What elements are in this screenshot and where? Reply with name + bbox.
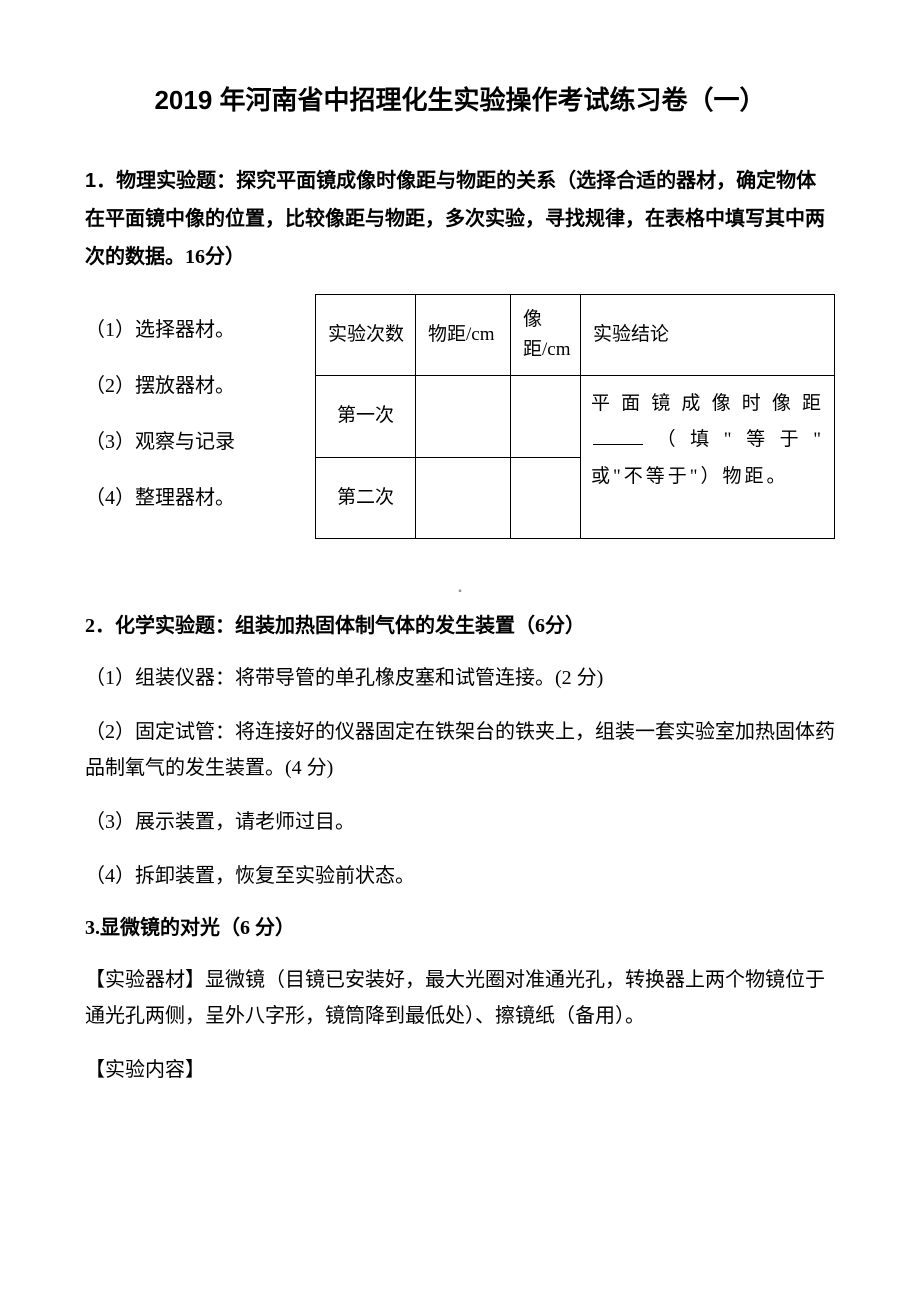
q1-step3: （3）观察与记录	[85, 414, 285, 470]
q2-p3: （3）展示装置，请老师过目。	[85, 804, 835, 840]
q1-steps: （1）选择器材。 （2）摆放器材。 （3）观察与记录 （4）整理器材。	[85, 294, 285, 540]
q1-table: 实验次数 物距/cm 像距/cm 实验结论 第一次 平面镜成像时像距 （填"等于…	[315, 294, 835, 540]
row2-col2	[416, 457, 511, 538]
q1-step1: （1）选择器材。	[85, 302, 285, 358]
conclusion-p2: （填"等于"	[645, 429, 824, 450]
col-header-2: 物距/cm	[416, 294, 511, 376]
q1-step4: （4）整理器材。	[85, 470, 285, 526]
row1-col3	[511, 376, 581, 457]
row1-col2	[416, 376, 511, 457]
row2-col3	[511, 457, 581, 538]
q3-number: 3.	[85, 917, 100, 939]
q2-p1: （1）组装仪器：将带导管的单孔橡皮塞和试管连接。(2 分)	[85, 660, 835, 696]
q1-number: 1．	[85, 170, 116, 192]
q3-header-text: 显微镜的对光（6 分）	[100, 917, 295, 939]
col-header-3: 像距/cm	[511, 294, 581, 376]
q2-number: 2．	[85, 615, 115, 637]
row1-label: 第一次	[316, 376, 416, 457]
blank-line	[593, 444, 643, 445]
q3-header: 3.显微镜的对光（6 分）	[85, 912, 835, 944]
conclusion-p1: 平面镜成像时像距	[591, 393, 824, 414]
conclusion-cell: 平面镜成像时像距 （填"等于" 或"不等于"）物距。	[581, 376, 835, 539]
q2-header-text: 化学实验题：组装加热固体制气体的发生装置（6分）	[115, 615, 585, 637]
q3-content-label: 【实验内容】	[85, 1052, 835, 1088]
col-header-1: 实验次数	[316, 294, 416, 376]
q2-header: 2．化学实验题：组装加热固体制气体的发生装置（6分）	[85, 610, 835, 642]
table-header-row: 实验次数 物距/cm 像距/cm 实验结论	[316, 294, 835, 376]
col-header-4: 实验结论	[581, 294, 835, 376]
q1-table-wrap: 实验次数 物距/cm 像距/cm 实验结论 第一次 平面镜成像时像距 （填"等于…	[315, 294, 835, 540]
q1-step2: （2）摆放器材。	[85, 358, 285, 414]
q1-header: 1．物理实验题：探究平面镜成像时像距与物距的关系（选择合适的器材，确定物体在平面…	[85, 162, 835, 276]
q1-body: （1）选择器材。 （2）摆放器材。 （3）观察与记录 （4）整理器材。 实验次数…	[85, 294, 835, 540]
page-title: 2019 年河南省中招理化生实验操作考试练习卷（一）	[85, 80, 835, 122]
conclusion-p3: 或"不等于"）物距。	[591, 459, 824, 495]
separator-dot: ▪	[85, 584, 835, 600]
q1-header-text: 物理实验题：探究平面镜成像时像距与物距的关系（选择合适的器材，确定物体在平面镜中…	[85, 170, 825, 268]
q2-p2: （2）固定试管：将连接好的仪器固定在铁架台的铁夹上，组装一套实验室加热固体药品制…	[85, 714, 835, 786]
q2-p4: （4）拆卸装置，恢复至实验前状态。	[85, 858, 835, 894]
table-row: 第一次 平面镜成像时像距 （填"等于" 或"不等于"）物距。	[316, 376, 835, 457]
row2-label: 第二次	[316, 457, 416, 538]
q3-materials: 【实验器材】显微镜（目镜已安装好，最大光圈对准通光孔，转换器上两个物镜位于通光孔…	[85, 962, 835, 1034]
